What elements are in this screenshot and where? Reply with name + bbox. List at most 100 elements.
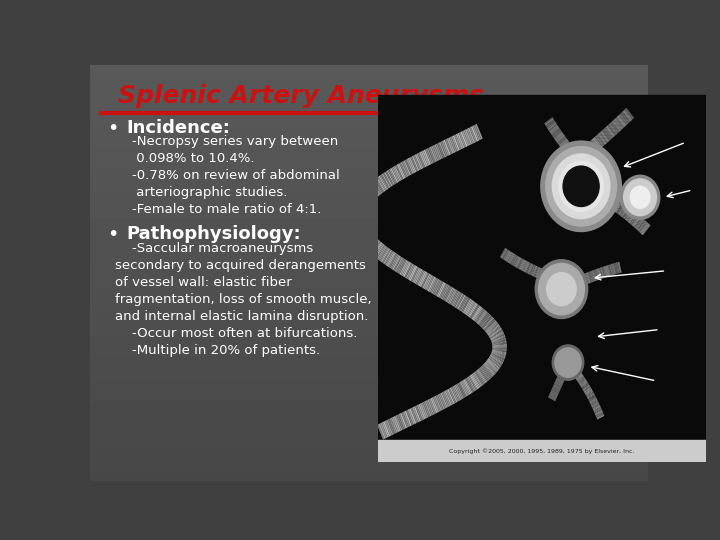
Polygon shape (354, 224, 366, 232)
Polygon shape (549, 394, 557, 399)
Polygon shape (483, 318, 494, 330)
Polygon shape (453, 135, 460, 151)
Polygon shape (633, 216, 641, 227)
Polygon shape (591, 271, 595, 281)
Polygon shape (436, 281, 444, 296)
Polygon shape (431, 398, 438, 413)
Polygon shape (567, 280, 572, 291)
Polygon shape (603, 266, 607, 277)
Polygon shape (618, 202, 625, 214)
Polygon shape (379, 176, 387, 190)
Polygon shape (445, 139, 452, 154)
Polygon shape (598, 134, 606, 145)
Polygon shape (606, 266, 610, 276)
Polygon shape (576, 374, 582, 380)
Polygon shape (366, 186, 376, 199)
Polygon shape (577, 276, 582, 287)
Polygon shape (568, 150, 576, 157)
Polygon shape (549, 124, 557, 131)
Polygon shape (509, 253, 514, 264)
Polygon shape (588, 143, 595, 154)
Polygon shape (423, 274, 431, 289)
Polygon shape (423, 402, 430, 417)
Polygon shape (608, 125, 616, 136)
Polygon shape (595, 269, 599, 280)
Polygon shape (544, 118, 553, 124)
Polygon shape (365, 236, 376, 249)
Polygon shape (455, 293, 463, 308)
Polygon shape (549, 396, 556, 400)
Polygon shape (427, 399, 435, 415)
Polygon shape (634, 217, 642, 227)
Polygon shape (593, 405, 600, 410)
Polygon shape (606, 266, 609, 276)
Polygon shape (397, 164, 405, 179)
Polygon shape (585, 390, 593, 395)
Polygon shape (474, 125, 481, 140)
Polygon shape (387, 253, 396, 267)
Polygon shape (456, 294, 464, 309)
Polygon shape (490, 355, 503, 365)
Polygon shape (430, 146, 437, 162)
Polygon shape (436, 144, 443, 159)
Polygon shape (542, 270, 546, 281)
Polygon shape (492, 341, 506, 345)
Polygon shape (594, 408, 602, 413)
Polygon shape (555, 381, 562, 385)
Polygon shape (613, 264, 616, 274)
Polygon shape (549, 125, 557, 132)
Polygon shape (464, 130, 471, 145)
Polygon shape (443, 391, 451, 407)
Polygon shape (536, 267, 540, 278)
Polygon shape (526, 263, 531, 273)
Polygon shape (492, 348, 507, 350)
Circle shape (546, 273, 576, 306)
Polygon shape (600, 131, 608, 142)
Polygon shape (589, 141, 596, 153)
Polygon shape (479, 368, 488, 381)
Polygon shape (572, 155, 580, 163)
Polygon shape (557, 136, 565, 143)
Polygon shape (372, 180, 382, 194)
Polygon shape (480, 367, 490, 381)
Polygon shape (575, 372, 582, 379)
Polygon shape (428, 276, 436, 292)
Polygon shape (414, 406, 421, 422)
Polygon shape (369, 184, 378, 197)
Polygon shape (530, 265, 535, 275)
Polygon shape (593, 138, 600, 149)
Polygon shape (567, 362, 574, 369)
Polygon shape (436, 395, 444, 410)
Polygon shape (454, 385, 462, 400)
Polygon shape (451, 136, 459, 151)
Polygon shape (547, 122, 556, 129)
Polygon shape (444, 390, 452, 406)
Polygon shape (492, 348, 507, 351)
Polygon shape (457, 383, 465, 398)
Polygon shape (351, 209, 366, 214)
Polygon shape (526, 262, 531, 273)
Polygon shape (438, 282, 446, 298)
Polygon shape (629, 213, 637, 224)
Polygon shape (572, 278, 576, 289)
Polygon shape (456, 384, 464, 399)
Polygon shape (376, 245, 385, 259)
Polygon shape (491, 352, 505, 359)
Polygon shape (365, 187, 375, 200)
Polygon shape (554, 383, 562, 388)
Polygon shape (410, 267, 419, 282)
Polygon shape (397, 259, 405, 273)
Polygon shape (615, 200, 621, 212)
Polygon shape (557, 377, 564, 381)
Polygon shape (564, 362, 571, 366)
Polygon shape (423, 150, 431, 165)
Polygon shape (579, 150, 587, 161)
Polygon shape (384, 251, 393, 265)
Polygon shape (609, 197, 616, 208)
Polygon shape (609, 265, 612, 275)
Polygon shape (528, 264, 533, 274)
Polygon shape (406, 410, 413, 426)
Polygon shape (589, 272, 593, 282)
Polygon shape (389, 168, 397, 184)
Polygon shape (598, 189, 604, 201)
